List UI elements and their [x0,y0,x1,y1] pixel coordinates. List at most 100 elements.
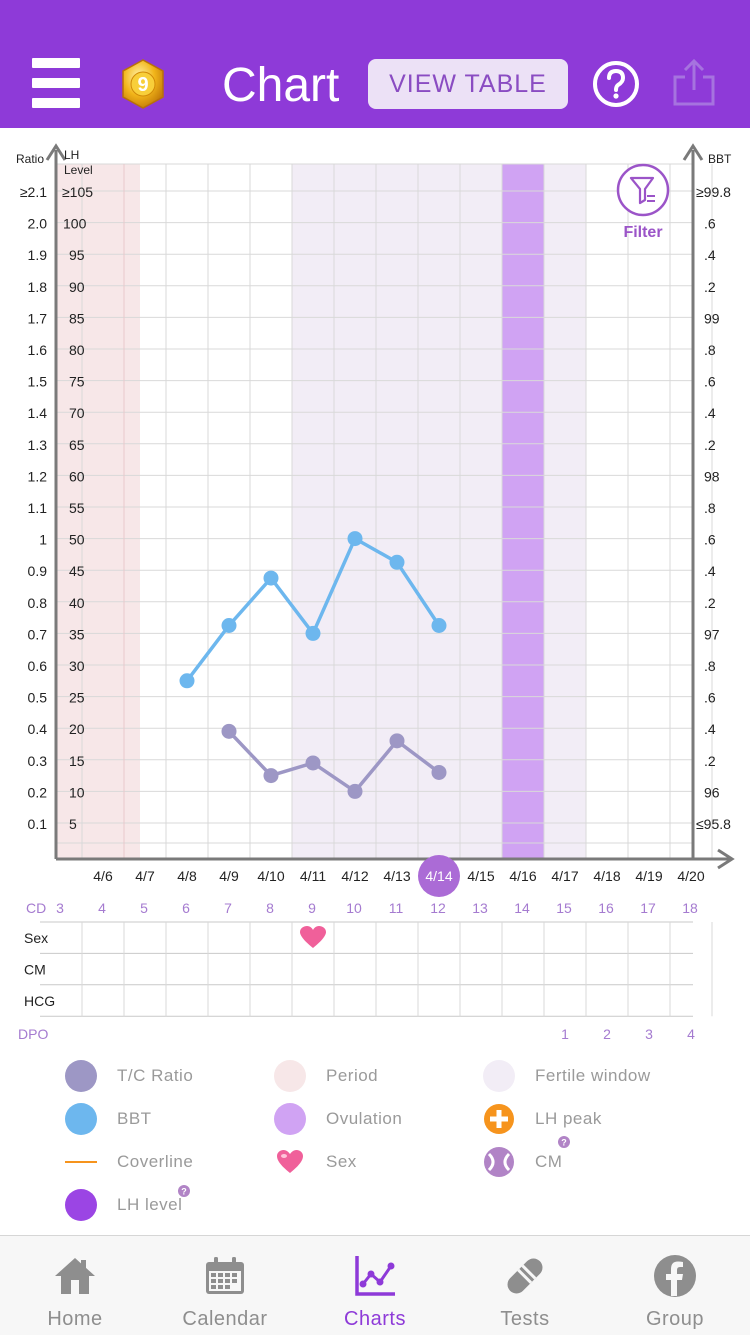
menu-icon[interactable] [32,58,80,108]
tab-calendar[interactable]: Calendar [150,1236,300,1335]
lh-tick-label: 20 [69,721,85,737]
ratio-tick-label: 0.7 [28,626,48,642]
cd-value: 7 [224,900,232,916]
date-label: 4/8 [177,868,197,884]
tab-charts[interactable]: Charts [300,1236,450,1335]
lh-tick-label: 95 [69,247,85,263]
tc-ratio-point [431,764,447,780]
tab-label: Tests [500,1308,550,1330]
lh-tick-label: 55 [69,500,85,516]
ratio-tick-label: 0.9 [28,563,48,579]
lh-tick-label: 15 [69,753,85,769]
ratio-tick-label: 1.1 [28,500,48,516]
lh-level-help-icon[interactable]: ? [178,1185,190,1197]
lh-tick-label: ≥105 [62,184,93,200]
tab-group[interactable]: Group [600,1236,750,1335]
ovulation-dot-icon [274,1103,306,1135]
share-icon[interactable] [670,58,718,108]
legend-bbt: BBT [63,1101,152,1137]
date-label: 4/19 [635,868,662,884]
help-icon[interactable] [592,60,640,108]
sex-heart-icon [300,926,326,948]
cd-value: 13 [472,900,488,916]
date-label: 4/7 [135,868,155,884]
cd-label: CD [26,900,46,916]
filter-button[interactable]: Filter [616,163,670,241]
cd-value: 9 [308,900,316,916]
ratio-tick-label: 1.5 [28,374,48,390]
legend-label: Period [326,1066,379,1085]
fertile-dot-icon [483,1060,515,1092]
bbt-tick-label: .6 [704,374,716,390]
legend-label: CM [535,1152,563,1171]
svg-text:?: ? [181,1187,187,1197]
badge-icon[interactable]: 9 [118,58,168,110]
lh-tick-label: 80 [69,342,85,358]
lh-tick-label: 5 [69,816,77,832]
ratio-tick-label: 1.6 [28,342,48,358]
bbt-point [179,673,195,689]
legend-label: Coverline [117,1152,194,1171]
date-label: 4/6 [93,868,113,884]
svg-text:?: ? [561,1138,567,1148]
heart-icon [277,1150,303,1173]
period-dot-icon [274,1060,306,1092]
bbt-tick-label: .2 [704,437,716,453]
tc-ratio-point [347,783,363,799]
tab-home[interactable]: Home [0,1236,150,1335]
bbt-dot-icon [65,1103,97,1135]
chart-legend: T/C Ratio Period Fertile window BBT Ovul… [0,1055,750,1235]
ratio-tick-label: 1 [39,532,47,548]
lh-tick-label: 25 [69,690,85,706]
lh-tick-label: 60 [69,468,85,484]
badge-number: 9 [137,74,148,96]
legend-lh-level: LH level ? [63,1185,190,1223]
ratio-tick-label: 0.6 [28,658,48,674]
legend-label: Sex [326,1152,357,1171]
period-band [98,164,140,858]
legend-label: LH peak [535,1109,602,1128]
bbt-tick-label: 97 [704,626,720,642]
dpo-value: 4 [687,1026,695,1042]
cm-help-icon[interactable]: ? [558,1136,570,1148]
lh-axis-title: LH [64,148,79,162]
bbt-tick-label: 96 [704,784,720,800]
lh-tick-label: 45 [69,563,85,579]
ratio-axis-title: Ratio [16,152,44,166]
lh-tick-label: 70 [69,405,85,421]
tc-ratio-point [305,755,321,771]
tab-label: Home [47,1308,103,1330]
legend-label: LH level [117,1195,183,1214]
row-label: HCG [24,993,55,1009]
legend-coverline: Coverline [63,1144,193,1180]
ratio-tick-label: 1.8 [28,279,48,295]
date-label: 4/13 [383,868,410,884]
ratio-tick-label: 1.2 [28,468,48,484]
bbt-point [389,554,405,570]
bbt-point [431,618,447,633]
lh-level-dot-icon [65,1189,97,1221]
row-label: CM [24,961,46,977]
filter-label: Filter [623,224,662,241]
bbt-tick-label: .4 [704,405,716,421]
page-title: Chart [222,59,340,112]
legend-label: Fertile window [535,1066,651,1085]
tc-ratio-dot-icon [65,1060,97,1092]
ratio-tick-label: 0.5 [28,690,48,706]
bottom-axis-arrow [717,848,735,870]
home-icon [53,1254,97,1298]
tc-ratio-line [227,730,441,794]
cd-value: 5 [140,900,148,916]
tab-tests[interactable]: Tests [450,1236,600,1335]
cd-value: 16 [598,900,614,916]
view-table-button[interactable]: VIEW TABLE [368,59,568,109]
tab-bar: Home Calendar [0,1235,750,1335]
bbt-tick-label: .8 [704,500,716,516]
chart-svg: Ratio LHLevelBBT≥2.12.01.91.81.71.61.51.4… [16,143,735,1042]
lh-tick-label: 30 [69,658,85,674]
tab-label: Calendar [182,1308,268,1330]
lh-tick-label: 35 [69,626,85,642]
dpo-label: DPO [18,1026,48,1042]
cd-value: 14 [514,900,530,916]
cd-value: 15 [556,900,572,916]
